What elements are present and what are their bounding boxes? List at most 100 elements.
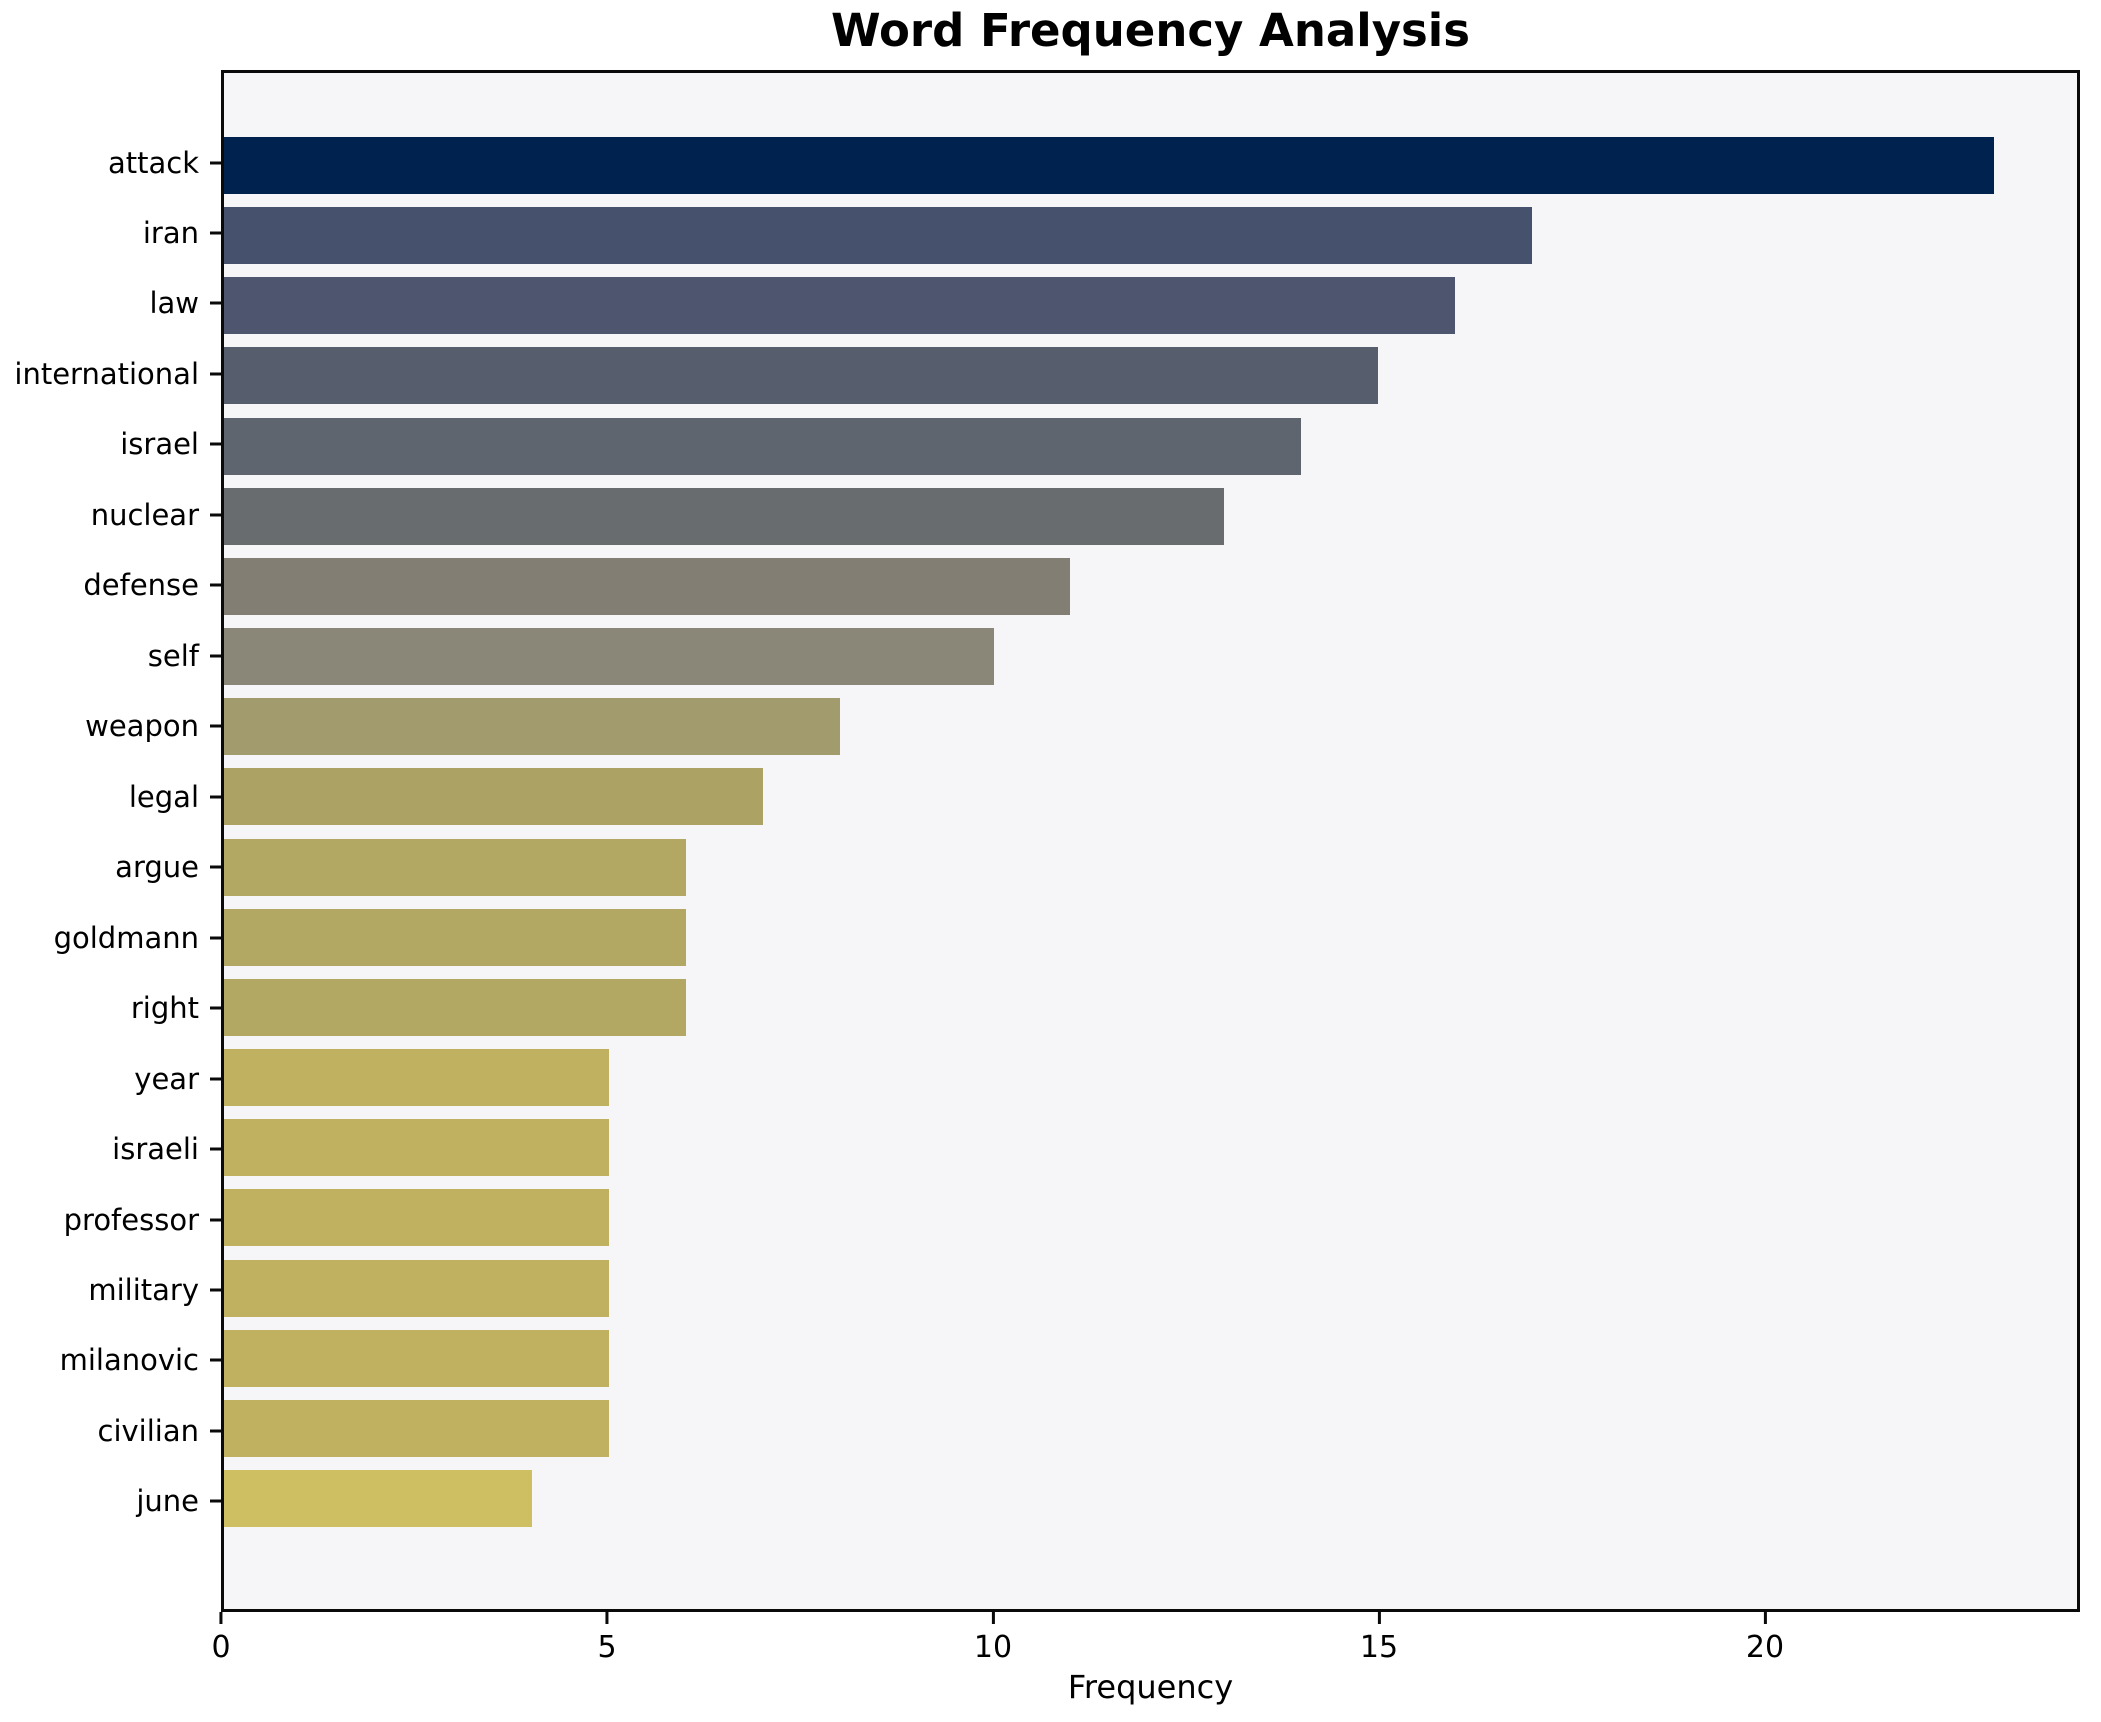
- x-tick: 10: [974, 1612, 1012, 1665]
- y-axis-label: self: [147, 638, 199, 673]
- x-tick: 5: [597, 1612, 617, 1665]
- y-label-row: june: [0, 1473, 221, 1530]
- y-axis-label: professor: [63, 1202, 199, 1237]
- x-tick-label: 10: [973, 1630, 1013, 1665]
- y-label-row: legal: [0, 768, 221, 825]
- bars-container: [224, 73, 2077, 1609]
- y-tick-mark: [210, 724, 221, 728]
- bar-iran: [224, 207, 1533, 265]
- y-label-row: professor: [0, 1191, 221, 1248]
- bar-row: [224, 207, 2077, 265]
- y-axis-label: weapon: [85, 709, 199, 744]
- x-axis: 0 5 10 15 20: [211, 1612, 2080, 1672]
- bar-row: [224, 137, 2077, 194]
- y-axis-label: israel: [120, 427, 199, 462]
- y-axis-label: milanovic: [59, 1343, 199, 1378]
- y-tick-mark: [210, 1429, 221, 1433]
- y-label-row: law: [0, 275, 221, 332]
- bar-civilian: [224, 1399, 609, 1457]
- bar-professor: [224, 1189, 609, 1247]
- bar-argue: [224, 838, 686, 896]
- y-axis-label: goldmann: [53, 920, 199, 955]
- bar-military: [224, 1259, 609, 1317]
- x-tick-label: 20: [1745, 1630, 1785, 1665]
- x-axis-title: Frequency: [1067, 1668, 1234, 1706]
- bar-goldmann: [224, 908, 686, 966]
- y-axis-label: argue: [115, 850, 199, 885]
- chart-title: Word Frequency Analysis: [830, 4, 1471, 57]
- bar-row: [224, 1049, 2077, 1107]
- x-tick-mark: [1377, 1612, 1381, 1624]
- y-label-row: defense: [0, 557, 221, 614]
- plot-area: [221, 70, 2080, 1612]
- y-label-row: israel: [0, 416, 221, 473]
- y-tick-mark: [210, 865, 221, 869]
- bar-self: [224, 628, 994, 686]
- bar-israel: [224, 417, 1302, 475]
- y-label-row: goldmann: [0, 909, 221, 966]
- bar-row: [224, 277, 2077, 335]
- y-axis-label: year: [134, 1061, 199, 1096]
- bar-nuclear: [224, 487, 1225, 545]
- y-tick-mark: [210, 1147, 221, 1151]
- y-axis-label: nuclear: [90, 497, 199, 532]
- y-label-row: israeli: [0, 1121, 221, 1178]
- bar-legal: [224, 768, 763, 826]
- bar-june: [224, 1469, 532, 1527]
- bar-row: [224, 698, 2077, 756]
- y-axis-label: law: [149, 286, 199, 321]
- y-tick-mark: [210, 1499, 221, 1503]
- y-label-row: attack: [0, 134, 221, 191]
- y-tick-mark: [210, 936, 221, 940]
- bar-row: [224, 768, 2077, 826]
- y-label-row: weapon: [0, 698, 221, 755]
- y-tick-mark: [210, 301, 221, 305]
- y-axis: attack iran law international israel nuclear d…: [0, 70, 221, 1612]
- bar-year: [224, 1049, 609, 1107]
- bar-row: [224, 347, 2077, 405]
- bar-israeli: [224, 1119, 609, 1177]
- y-axis-label: attack: [107, 145, 199, 180]
- y-axis-label: military: [88, 1273, 199, 1307]
- bar-row: [224, 628, 2077, 686]
- y-label-row: nuclear: [0, 486, 221, 543]
- bar-attack: [224, 137, 1994, 194]
- x-tick-mark: [605, 1612, 609, 1624]
- y-label-row: self: [0, 627, 221, 684]
- y-label-row: right: [0, 980, 221, 1037]
- y-axis-label: civilian: [97, 1413, 200, 1448]
- x-tick-label: 15: [1359, 1630, 1399, 1665]
- x-tick: 20: [1746, 1612, 1784, 1665]
- y-axis-label: defense: [83, 568, 199, 603]
- y-tick-mark: [210, 1077, 221, 1081]
- bar-row: [224, 1189, 2077, 1247]
- y-axis-label: right: [130, 991, 199, 1026]
- y-tick-mark: [210, 1218, 221, 1222]
- y-tick-mark: [210, 654, 221, 658]
- y-axis-label: israeli: [112, 1132, 199, 1167]
- x-tick-mark: [991, 1612, 995, 1624]
- y-axis-label: legal: [128, 779, 199, 814]
- bar-row: [224, 1329, 2077, 1387]
- bar-row: [224, 1259, 2077, 1317]
- y-axis-label: international: [14, 356, 199, 391]
- y-tick-mark: [210, 795, 221, 799]
- y-label-row: year: [0, 1050, 221, 1107]
- y-tick-mark: [210, 442, 221, 446]
- x-tick: 0: [211, 1612, 231, 1665]
- y-axis-label: iran: [142, 215, 199, 250]
- y-label-row: civilian: [0, 1402, 221, 1459]
- bar-row: [224, 1469, 2077, 1527]
- bar-defense: [224, 557, 1071, 615]
- x-tick-label: 0: [211, 1630, 231, 1665]
- y-tick-mark: [210, 1288, 221, 1292]
- y-tick-mark: [210, 513, 221, 517]
- bar-international: [224, 347, 1379, 405]
- bar-right: [224, 978, 686, 1036]
- x-tick: 15: [1360, 1612, 1398, 1665]
- bar-row: [224, 1119, 2077, 1177]
- x-tick-mark: [1763, 1612, 1767, 1624]
- bar-row: [224, 1399, 2077, 1457]
- bar-row: [224, 838, 2077, 896]
- x-tick-label: 5: [597, 1630, 617, 1665]
